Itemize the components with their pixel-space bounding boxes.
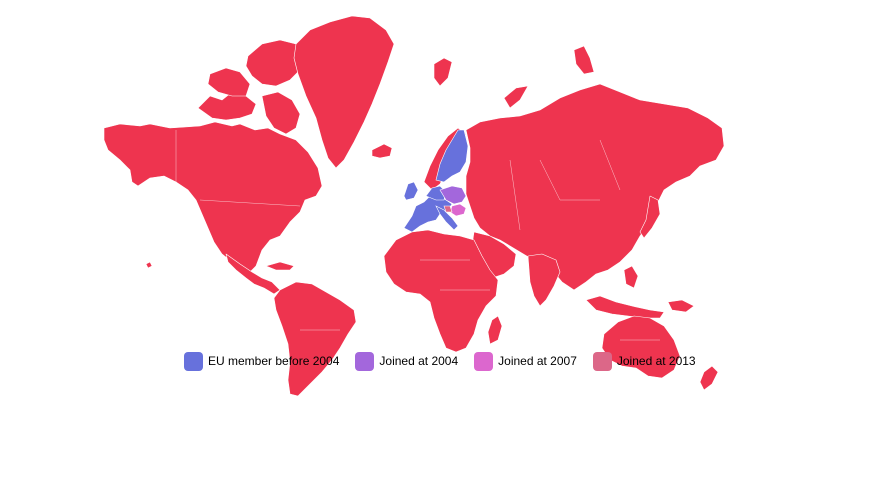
country-canada-islands-north[interactable] (245, 39, 305, 87)
country-eu-nordic[interactable] (435, 129, 469, 183)
country-hawaii[interactable] (145, 261, 153, 269)
country-severnaya[interactable] (573, 45, 595, 75)
country-eu-uk[interactable] (403, 181, 419, 201)
country-madagascar[interactable] (487, 315, 503, 345)
legend-item-joined-2007[interactable]: Joined at 2007 (474, 351, 577, 371)
country-south-america[interactable] (273, 281, 357, 397)
legend-item-eu-before-2004[interactable]: EU member before 2004 (184, 351, 340, 371)
country-eu-western-europe[interactable] (403, 193, 453, 233)
country-philippines[interactable] (623, 265, 639, 289)
legend-swatch (184, 351, 203, 371)
country-russia-asia[interactable] (465, 83, 725, 291)
country-india[interactable] (527, 253, 561, 307)
legend-label: Joined at 2007 (498, 354, 577, 368)
border-lines (175, 130, 660, 341)
country-canada-islands[interactable] (197, 91, 257, 121)
country-greenland[interactable] (293, 15, 395, 169)
legend-item-joined-2004[interactable]: Joined at 2004 (355, 351, 459, 371)
country-eu-2013-croatia[interactable] (443, 205, 453, 213)
country-central-america[interactable] (225, 253, 281, 295)
country-svalbard[interactable] (433, 57, 453, 87)
country-eu-2007-group[interactable] (449, 203, 467, 217)
legend-label: Joined at 2004 (379, 354, 459, 368)
country-cuba[interactable] (265, 261, 295, 271)
country-eu-2004-group[interactable] (439, 185, 467, 205)
country-indonesia[interactable] (585, 295, 665, 319)
legend-swatch (474, 351, 494, 371)
country-iceland[interactable] (371, 143, 393, 159)
legend-label: EU member before 2004 (208, 354, 340, 368)
country-canada-islands-mid[interactable] (207, 67, 251, 97)
legend-swatch (592, 351, 612, 371)
country-baffin[interactable] (261, 91, 301, 135)
country-africa[interactable] (383, 229, 499, 353)
legend-item-joined-2013[interactable]: Joined at 2013 (592, 351, 696, 371)
country-north-america[interactable] (103, 121, 323, 273)
country-new-guinea[interactable] (667, 299, 695, 313)
legend-label: Joined at 2013 (616, 354, 696, 368)
legend-swatch (355, 351, 375, 371)
country-new-zealand[interactable] (699, 365, 719, 391)
legend: EU member before 2004 Joined at 2004 Joi… (184, 350, 712, 372)
country-novaya-zemlya[interactable] (503, 85, 529, 109)
country-australia[interactable] (601, 315, 681, 379)
country-japan[interactable] (639, 195, 661, 239)
country-eu-italy[interactable] (435, 205, 459, 231)
